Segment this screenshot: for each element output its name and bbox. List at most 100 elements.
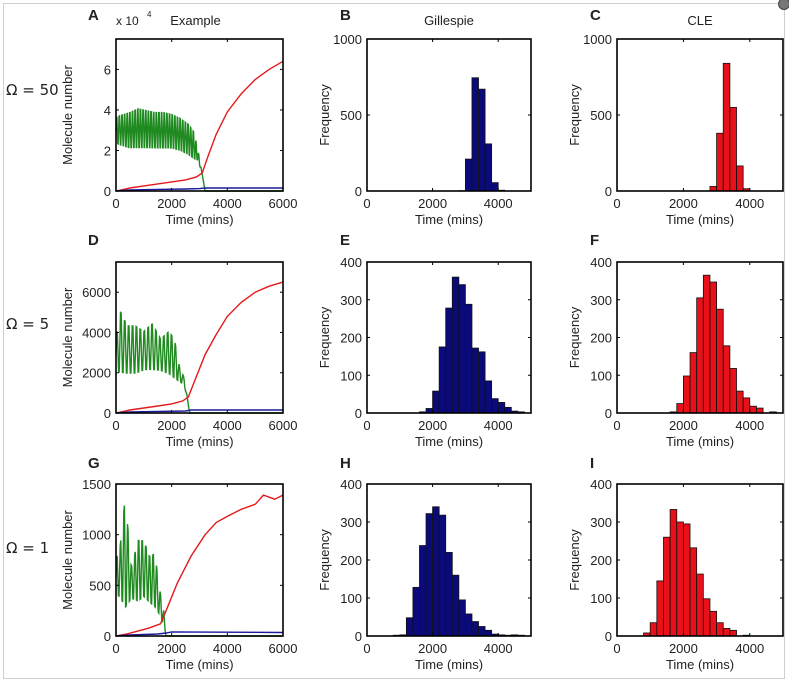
row-label-omega-5: Ω = 5 [6, 315, 49, 333]
x-tick-label: 6000 [269, 641, 298, 656]
x-tick-label: 4000 [484, 418, 513, 433]
histogram-bar [689, 352, 698, 414]
axes-frame [115, 261, 284, 414]
histogram-bar [742, 397, 751, 414]
x-tick-label: 4000 [213, 196, 242, 211]
histogram-bar [716, 308, 724, 414]
panel-c: C CLE 0 2000 4000 0 500 1000 Time (mins) Frequenc… [567, 7, 784, 227]
x-axis-label: Time (mins) [415, 212, 483, 227]
x-tick-label: 0 [363, 641, 370, 656]
histogram-bar [689, 547, 698, 637]
x-tick-label: 4000 [213, 418, 242, 433]
y-tick-label: 1000 [82, 528, 111, 543]
window-corner-button[interactable] [778, 0, 789, 10]
histogram-bar [438, 514, 447, 637]
y-tick-label: 100 [340, 368, 362, 383]
histogram-bar [676, 403, 684, 414]
y-axis-label: Frequency [317, 84, 332, 146]
y-axis-label: Frequency [567, 306, 582, 368]
y-tick-label: 400 [340, 477, 362, 492]
histogram-bar [504, 406, 512, 414]
y-tick-label: 500 [340, 108, 362, 123]
x-tick-label: 0 [363, 418, 370, 433]
histogram-bar [696, 573, 704, 637]
histogram-bar [471, 347, 479, 414]
panel-letter: G [88, 455, 100, 472]
plot-background [617, 39, 783, 191]
y-tick-label: 1000 [333, 32, 362, 47]
y-tick-label: 300 [590, 293, 612, 308]
plot-area [617, 484, 783, 637]
histogram-bar [729, 629, 737, 637]
histogram-bar [497, 402, 506, 414]
x-tick-label: 0 [112, 418, 119, 433]
x-tick-label: 0 [363, 196, 370, 211]
histogram-bar [749, 405, 757, 414]
y-tick-label: 2000 [82, 366, 111, 381]
histogram-bar [471, 77, 479, 192]
y-tick-label: 100 [590, 591, 612, 606]
y-tick-label: 200 [590, 553, 612, 568]
y-tick-label: 400 [340, 255, 362, 270]
y-tick-label: 1000 [583, 32, 612, 47]
panel-b: B Gillespie 0 2000 4000 0 500 1000 Time (mins) Fr… [317, 7, 532, 227]
histogram-bar [491, 398, 499, 414]
histogram-bar [432, 506, 440, 637]
y-axis-label: Molecule number [60, 509, 75, 609]
x-tick-label: 2000 [157, 418, 186, 433]
histogram-bar [702, 274, 711, 414]
x-tick-label: 0 [613, 641, 620, 656]
y-tick-label: 200 [340, 331, 362, 346]
series-line-red [115, 494, 284, 637]
y-tick-label: 300 [590, 515, 612, 530]
x-tick-label: 4000 [213, 641, 242, 656]
histogram-bar [484, 380, 493, 414]
histogram-bar [683, 375, 691, 414]
series-line-red [115, 281, 284, 414]
histogram-bar [722, 62, 731, 192]
y-axis-label: Molecule number [60, 64, 75, 164]
histogram-bar [458, 599, 466, 637]
x-tick-label: 2000 [418, 641, 447, 656]
x-axis-label: Time (mins) [165, 657, 233, 672]
histogram-bar [478, 351, 486, 414]
panel-f: F 0 2000 4000 0 100 200 300 400 Time (mins) Freque… [567, 232, 784, 449]
row-label-omega-1: Ω = 1 [6, 539, 49, 557]
y-tick-label: 100 [340, 591, 362, 606]
x-axis-label: Time (mins) [666, 212, 734, 227]
y-tick-label: 100 [590, 368, 612, 383]
plot-area [115, 39, 284, 192]
y-tick-label: 6 [104, 62, 111, 77]
x-axis-label: Time (mins) [165, 434, 233, 449]
y-tick-label: 6000 [82, 285, 111, 300]
y-tick-label: 500 [590, 108, 612, 123]
plot-area [367, 484, 531, 637]
y-axis-label: Molecule number [60, 287, 75, 387]
series-line-red [115, 60, 284, 192]
x-axis-label: Time (mins) [415, 657, 483, 672]
histogram-bar [736, 390, 744, 414]
histogram-bar [683, 523, 691, 637]
panel-letter: H [340, 455, 351, 472]
histogram-bar [438, 346, 447, 414]
histogram-bar [464, 303, 473, 414]
y-tick-label: 2 [104, 143, 111, 158]
x-tick-label: 6000 [269, 418, 298, 433]
panel-letter: C [590, 7, 601, 24]
histogram-bar [425, 513, 434, 637]
axes-frame [115, 483, 284, 637]
histogram-bar [471, 621, 479, 637]
x-tick-label: 2000 [418, 418, 447, 433]
histogram-bar [451, 574, 460, 637]
panel-letter: A [88, 7, 99, 24]
histogram-bar [722, 345, 731, 414]
histogram-bar [491, 182, 499, 192]
histogram-bar [696, 297, 704, 414]
y-axis-label: Frequency [317, 529, 332, 591]
y-tick-label: 0 [104, 629, 111, 644]
x-axis-label: Time (mins) [165, 212, 233, 227]
y-tick-label: 300 [340, 515, 362, 530]
x-tick-label: 4000 [735, 196, 764, 211]
series-line-blue [115, 187, 283, 192]
